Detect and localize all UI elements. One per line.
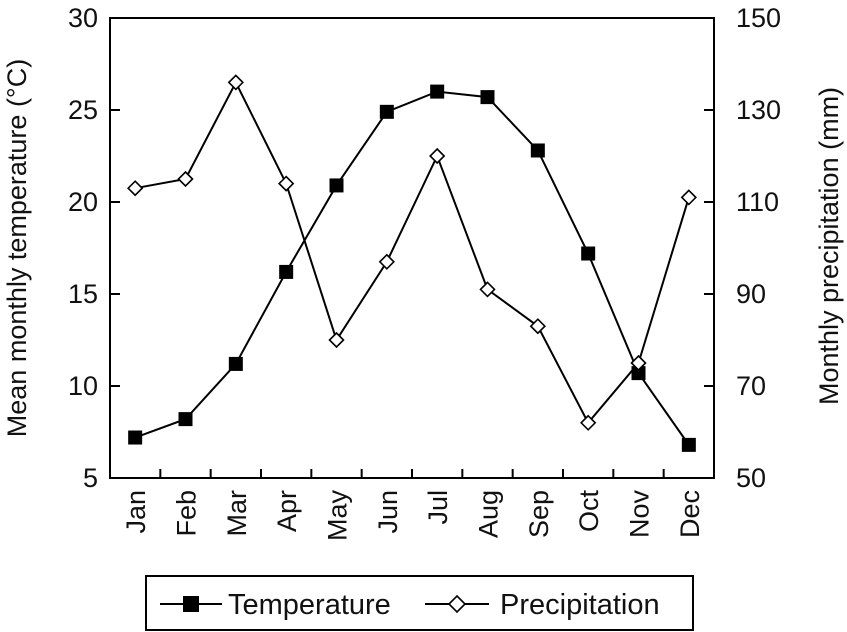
precipitation-point <box>328 331 345 349</box>
y-axis-title: Mean monthly temperature (°C) <box>2 59 32 437</box>
temperature-point <box>581 246 596 261</box>
series-precipitation <box>127 74 697 431</box>
precipitation-point <box>529 318 546 335</box>
precipitation-point <box>227 74 244 91</box>
x-tick-label: Jun <box>373 490 403 534</box>
x-tick-label: Nov <box>625 490 655 539</box>
temperature-point <box>329 178 344 193</box>
precipitation-point <box>177 170 194 188</box>
temperature-line <box>134 90 690 446</box>
x-tick-label: Mar <box>222 490 252 537</box>
x-tick-label: Sep <box>524 490 554 538</box>
temperature-point <box>480 90 495 105</box>
right-axis-ticks: 50 70 90 110 130 150 <box>704 3 781 493</box>
precipitation-point <box>630 354 647 372</box>
left-tick-label: 15 <box>68 279 98 309</box>
temperature-point <box>430 84 445 99</box>
legend-box <box>145 575 694 631</box>
x-axis-ticks: Jan Feb Mar Apr May Jun Jul Aug Sep Oct Nov Dec <box>121 469 705 541</box>
x-tick-label: Oct <box>574 490 604 533</box>
left-tick-label: 20 <box>68 187 98 217</box>
right-tick-label: 90 <box>736 279 766 309</box>
legend-precipitation-label: Precipitation <box>500 589 660 621</box>
right-tick-label: 130 <box>736 95 781 125</box>
x-tick-label: Feb <box>172 490 202 537</box>
left-tick-label: 5 <box>83 463 98 493</box>
precipitation-point <box>479 281 496 298</box>
right-tick-label: 70 <box>736 371 766 401</box>
legend-temperature-label: Temperature <box>228 589 391 621</box>
left-tick-label: 10 <box>68 371 98 401</box>
precipitation-point <box>680 189 697 206</box>
x-tick-label: Aug <box>474 490 504 538</box>
right-tick-label: 50 <box>736 463 766 493</box>
left-axis-ticks: 5 10 15 20 25 30 <box>68 3 120 493</box>
legend: Temperature Precipitation <box>145 575 694 631</box>
temperature-point <box>228 356 243 371</box>
y2-axis-title: Monthly precipitation (mm) <box>814 87 844 405</box>
x-tick-label: Jul <box>423 490 453 525</box>
temperature-point <box>178 412 193 427</box>
precipitation-line <box>134 80 690 425</box>
x-tick-label: Jan <box>121 490 151 534</box>
temperature-point <box>681 437 696 452</box>
temperature-point <box>530 143 545 158</box>
left-tick-label: 25 <box>68 95 98 125</box>
temperature-point <box>631 366 646 381</box>
precipitation-point <box>278 175 295 192</box>
right-tick-label: 110 <box>736 187 779 217</box>
plot-frame <box>109 17 715 479</box>
temperature-point <box>128 430 143 445</box>
temperature-point <box>279 264 294 279</box>
series-temperature <box>128 84 696 452</box>
legend-precipitation-marker <box>447 594 467 614</box>
left-tick-label: 30 <box>68 3 98 33</box>
x-tick-label: May <box>323 490 353 542</box>
precipitation-point <box>429 147 446 165</box>
precipitation-point <box>580 414 597 431</box>
x-tick-label: Dec <box>675 490 705 538</box>
right-tick-label: 150 <box>736 3 781 33</box>
x-tick-label: Apr <box>272 490 302 532</box>
precipitation-point <box>127 180 144 197</box>
legend-temperature-marker <box>183 596 199 612</box>
temperature-point <box>379 104 394 119</box>
precipitation-point <box>378 253 395 270</box>
